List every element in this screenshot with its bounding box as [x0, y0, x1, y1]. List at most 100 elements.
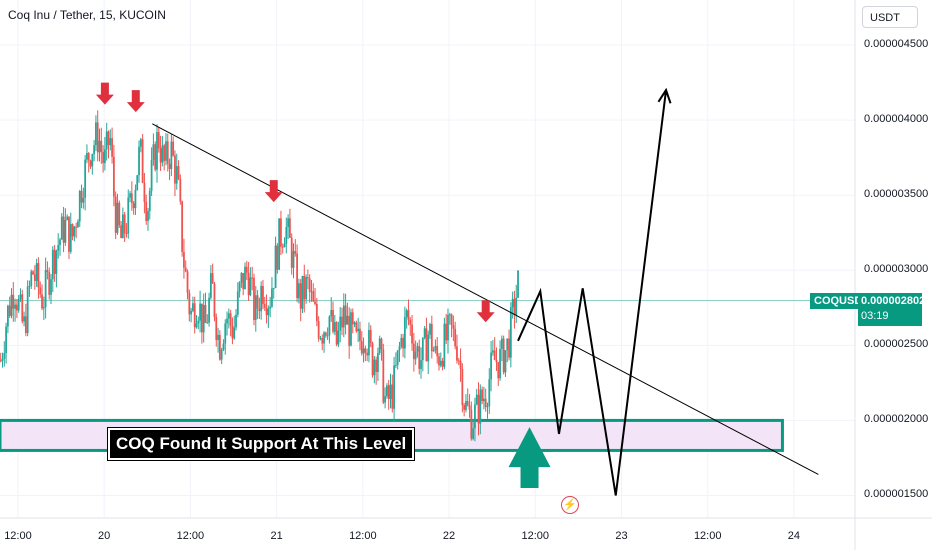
candle-body-38 — [68, 216, 70, 252]
candle-body-188 — [337, 330, 340, 345]
candle-body-97 — [174, 155, 176, 184]
candle-body-12 — [21, 294, 24, 322]
candle-body-56 — [100, 140, 103, 152]
candle-body-138 — [247, 272, 250, 296]
y-tick-label-3: 0.000003000 — [864, 263, 929, 276]
candle-body-75 — [134, 189, 137, 209]
candles — [0, 110, 519, 442]
x-tick-label-1: 20 — [98, 530, 111, 542]
candle-body-68 — [121, 214, 124, 238]
candle-body-222 — [398, 346, 401, 351]
candle-body-227 — [407, 310, 410, 320]
candle-body-92 — [165, 141, 167, 161]
candle-body-217 — [389, 384, 392, 399]
candle-body-204 — [366, 352, 369, 356]
candle-body-57 — [102, 151, 105, 164]
candle-body-195 — [350, 312, 352, 346]
candle-body-106 — [190, 310, 193, 315]
candle-body-237 — [425, 328, 428, 362]
lightning-bolt-icon[interactable]: ⚡ — [561, 496, 579, 514]
candle-body-16 — [28, 285, 31, 287]
candle-body-211 — [378, 338, 381, 354]
candle-body-247 — [443, 323, 446, 367]
candle-body-242 — [434, 346, 437, 351]
candle-body-47 — [84, 159, 87, 198]
candle-body-235 — [421, 337, 424, 361]
candle-body-140 — [251, 277, 254, 279]
y-tick-label-4: 0.000003500 — [864, 188, 929, 201]
candle-body-225 — [403, 317, 406, 349]
candle-body-141 — [253, 277, 255, 320]
candle-body-74 — [132, 203, 135, 209]
unit-selector-button[interactable]: USDT — [862, 6, 918, 28]
candle-body-194 — [348, 315, 351, 346]
candle-body-268 — [481, 389, 484, 402]
candle-body-72 — [129, 193, 131, 198]
candle-body-167 — [299, 283, 302, 309]
candle-body-206 — [369, 329, 372, 344]
candle-body-14 — [24, 316, 27, 333]
candle-body-181 — [324, 332, 327, 336]
candle-body-84 — [150, 160, 153, 191]
candle-body-124 — [222, 343, 225, 350]
candle-body-187 — [335, 322, 338, 345]
candle-body-186 — [333, 322, 336, 332]
x-tick-label-9: 24 — [787, 530, 801, 542]
candle-body-122 — [218, 334, 221, 360]
candle-body-52 — [93, 145, 96, 155]
candle-body-70 — [125, 233, 128, 235]
candle-body-231 — [414, 351, 417, 360]
candle-body-163 — [292, 251, 295, 268]
candle-body-197 — [353, 322, 356, 325]
candle-body-262 — [470, 409, 473, 439]
candle-body-207 — [371, 343, 374, 376]
green-up-arrow-icon — [508, 427, 551, 488]
candle-body-15 — [26, 286, 29, 333]
candle-body-258 — [463, 405, 466, 410]
candle-body-117 — [209, 273, 212, 298]
candle-body-1 — [1, 358, 4, 361]
candle-body-89 — [159, 148, 162, 163]
candle-body-4 — [7, 305, 9, 327]
candle-body-145 — [260, 285, 263, 312]
candle-body-135 — [242, 272, 245, 290]
candle-body-26 — [46, 270, 49, 272]
candle-body-76 — [136, 175, 139, 190]
candle-body-125 — [224, 323, 227, 344]
candle-body-36 — [64, 219, 67, 243]
candle-body-179 — [321, 338, 324, 344]
last-price-value: 0.000002802 — [861, 295, 926, 307]
candle-body-100 — [179, 178, 182, 202]
candle-body-35 — [62, 216, 65, 243]
candle-body-42 — [75, 226, 78, 228]
candle-body-46 — [82, 197, 85, 203]
candle-body-221 — [396, 350, 399, 365]
candle-body-22 — [39, 287, 42, 295]
candle-body-202 — [362, 348, 365, 354]
chart-title: Coq Inu / Tether, 15, KUCOIN — [8, 8, 166, 22]
candle-body-286 — [513, 298, 516, 316]
candle-body-200 — [359, 328, 361, 342]
candle-body-236 — [423, 328, 426, 338]
candle-body-73 — [130, 193, 133, 204]
candle-body-256 — [459, 360, 462, 369]
x-tick-label-5: 22 — [442, 530, 456, 542]
candle-body-48 — [86, 153, 88, 160]
candle-body-216 — [387, 385, 390, 399]
candle-body-157 — [281, 246, 284, 248]
candle-body-102 — [183, 251, 185, 268]
candle-body-119 — [213, 283, 216, 318]
support-annotation: COQ Found It Support At This Level — [106, 427, 416, 461]
x-tick-label-4: 12:00 — [349, 530, 377, 542]
candle-body-62 — [111, 138, 113, 157]
candle-body-80 — [143, 182, 146, 202]
candle-body-18 — [32, 271, 34, 275]
candle-body-2 — [3, 353, 6, 359]
candle-body-184 — [330, 310, 333, 317]
candle-body-272 — [488, 379, 491, 407]
candle-body-61 — [109, 138, 112, 146]
candle-body-126 — [226, 318, 228, 324]
candle-body-137 — [245, 266, 248, 273]
candle-body-245 — [439, 360, 442, 366]
